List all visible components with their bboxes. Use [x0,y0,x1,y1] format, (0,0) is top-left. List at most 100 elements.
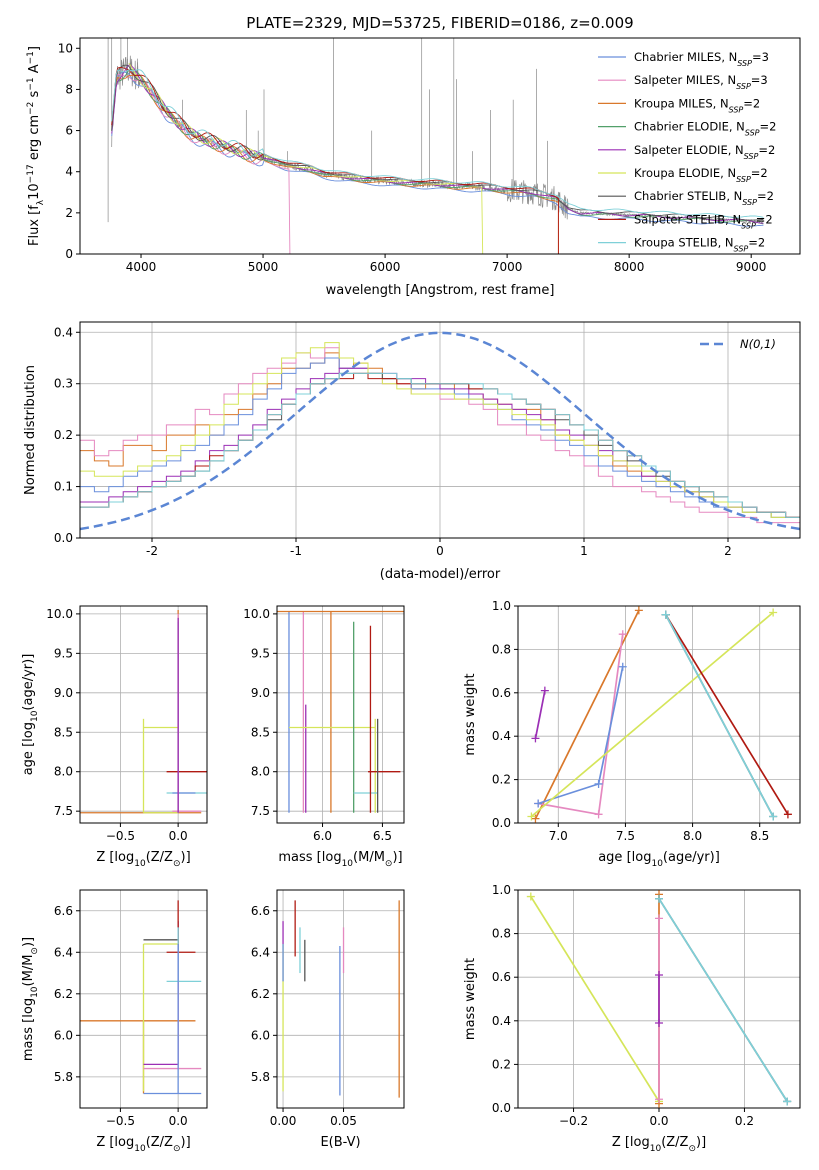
mass-age-ytick-label: 7.5 [251,804,270,818]
age-weight-xlabel: age [log10(age/yr)] [598,850,720,869]
residuals-xtick-label: 2 [724,544,732,558]
spectrum-ylabel-part: A [27,64,42,77]
ebv-mass-plot-area [277,890,404,1108]
age-weight-ytick-label: 0.6 [492,686,511,700]
age-weight-series-marker [527,812,536,821]
spectrum-legend-name: Salpeter MILES, N [634,73,736,87]
z-weight-xtick-label: 0.2 [735,1114,754,1128]
spectrum-model-line [111,66,559,254]
mass-age-ytick-label: 9.5 [251,646,270,660]
spectrum-ylabel-part: ] [27,46,42,51]
age-weight-series-line [534,690,546,739]
z-weight-series-line [530,896,660,1102]
ebv-mass-ytick-label: 6.4 [251,945,270,959]
mass-age-xlabel-part: ⊙ [385,859,393,869]
z-age-xlabel: Z [log10(Z/Z⊙)] [96,850,190,869]
z-age-plot-area [80,606,207,823]
panels: 4000 5000 6000 7000 8000 90000246810wavelengt… [21,37,801,1154]
age-weight-series-line [664,614,774,817]
z-age-ylabel-part: age [log [21,722,36,775]
residuals-plot-area [80,322,800,538]
spectrum-ylabel-part: Flux [f [27,205,42,246]
age-weight-series-line [530,611,774,818]
spectrum-legend-label: Salpeter MILES, NSSP=3 [634,73,768,91]
z-age-frame [79,605,208,824]
ebv-mass-frame [276,889,405,1109]
spectrum-legend-label: Kroupa ELODIE, NSSP=2 [634,166,768,184]
residuals-histogram-step [80,342,800,518]
spectrum-legend-sub: SSP [742,198,757,207]
spectrum-legend-name: Salpeter STELIB, N [634,212,741,226]
spectrum-ylabel: Flux [fλ10−17 erg cm−2 s−1 A−1] [26,46,46,246]
ebv-mass-ytick-label: 6.2 [251,987,270,1001]
z-age: −0.5 0.07.58.08.59.09.510.0Z [log10(Z/Z⊙)… [21,605,208,869]
spectrum-legend-label: Salpeter ELODIE, NSSP=2 [634,143,775,161]
mass-age-ytick-label: 9.0 [251,686,270,700]
z-mass-plot-area [80,890,207,1108]
z-weight-series-line [658,898,788,1102]
z-weight: −0.2 0.0 0.2 0.0 0.2 0.4 0.6 0.8 1.0 Z [log10(Z/Z… [463,883,801,1154]
spectrum-legend-sub: SSP [734,244,749,253]
spectrum-ylabel-part: −2 [26,102,36,115]
z-age-ytick-label: 8.0 [54,765,73,779]
mass-age-xlabel: mass [log10(M/M⊙)] [278,850,402,869]
mass-age-plot-area [277,606,404,823]
ebv-mass-ytick-label: 5.8 [251,1070,270,1084]
spectrum-ylabel-part: s [27,90,42,101]
residuals-xlabel: (data-model)/error [380,567,501,582]
spectrum-ylabel-part: −1 [26,77,36,90]
z-mass-ylabel-part: (M/M [21,955,36,987]
age-weight-xtick-label: 8.5 [750,829,769,843]
spectrum-xtick-label: 7000 [492,260,523,274]
spectrum-legend-value: =2 [748,236,765,250]
age-weight-series-marker [769,812,778,821]
z-mass-xlabel-part: (Z/Z [146,1135,173,1150]
z-age-xlabel-part: )] [181,850,191,865]
z-weight-series-marker [655,1095,663,1104]
z-mass-xlabel-part: ⊙ [173,1144,181,1154]
z-age-ytick-label: 7.5 [54,804,73,818]
age-weight-series-marker [618,630,627,639]
spectrum-ytick-label: 8 [65,82,73,96]
age-weight-ytick-label: 0.4 [492,729,511,743]
spectrum-ytick-label: 10 [58,41,73,55]
age-weight-series-marker [634,606,643,615]
spectrum-legend-value: =2 [756,212,773,226]
spectrum-legend-value: =2 [757,189,774,203]
spectrum-ylabel-part: −17 [26,164,36,183]
spectrum-ylabel-part: erg cm [27,115,42,164]
z-weight-ytick-label: 0.0 [492,1101,511,1115]
z-weight-series-marker [655,971,663,980]
z-weight-series-marker [655,894,663,903]
residuals-ylabel: Normed distribution [23,365,38,495]
z-mass-xlabel: Z [log10(Z/Z⊙)] [96,1135,190,1154]
z-mass-ytick-label: 6.4 [54,945,73,959]
residuals-legend-label: N(0,1) [740,337,776,351]
z-mass: −0.5 0.05.86.06.26.46.6Z [log10(Z/Z⊙)]mas… [21,889,208,1154]
z-mass-xlabel-part: Z [log [96,1135,134,1150]
z-weight-ytick-label: 0.2 [492,1057,511,1071]
spectrum-legend-sub: SSP [736,175,751,184]
spectrum-ytick-label: 2 [65,206,73,220]
ebv-mass-xlabel: E(B-V) [320,1135,360,1150]
z-weight-xlabel-part: )] [696,1135,706,1150]
age-weight-ytick-label: 0.2 [492,773,511,787]
age-weight-series-marker [531,814,540,823]
z-weight-xlabel-part: 10 [650,1144,662,1154]
z-weight-xlabel-part: ⊙ [688,1144,696,1154]
z-mass-ytick-label: 6.6 [54,904,73,918]
z-age-ylabel-part: (age/yr)] [21,654,36,711]
spectrum-legend-value: =3 [752,50,769,64]
spectrum-legend-label: Kroupa STELIB, NSSP=2 [634,236,765,254]
age-weight-series-marker [594,779,603,788]
mass-age-ytick-label: 8.5 [251,725,270,739]
z-mass-frame [79,889,208,1109]
age-weight-xlabel-part: 10 [651,859,663,869]
z-mass-xlabel-part: )] [181,1135,191,1150]
z-age-xlabel-part: 10 [134,859,146,869]
spectrum-legend-sub: SSP [741,221,756,230]
age-weight-xtick-label: 7.0 [549,829,568,843]
spectrum-ytick-label: 0 [65,247,73,261]
age-weight-xlabel-part: age [log [598,850,651,865]
